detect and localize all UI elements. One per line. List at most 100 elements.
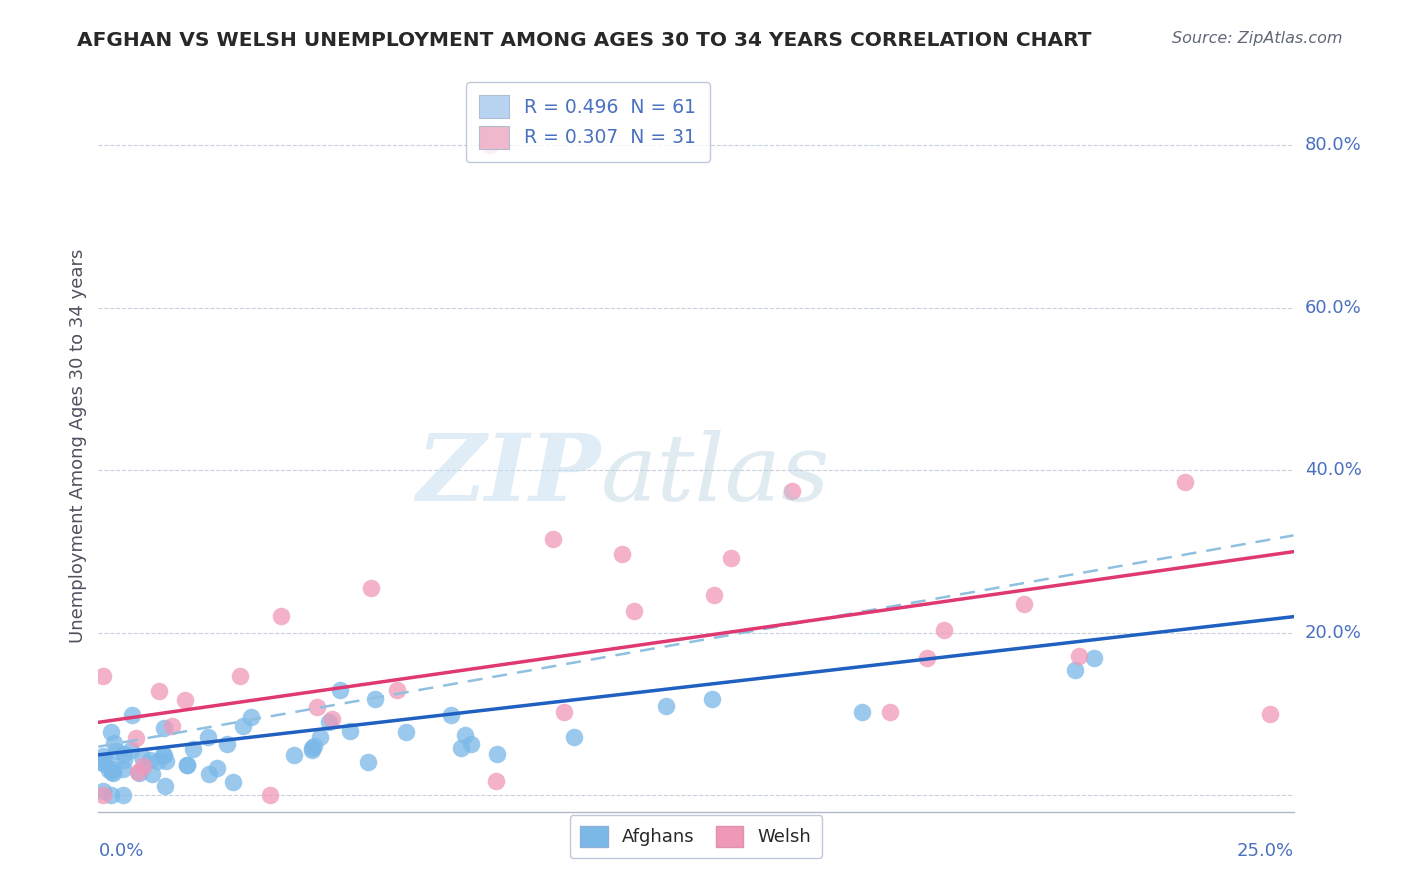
Point: [239, 710, 262, 724]
Point: [152, 747, 174, 762]
Point: [141, 767, 163, 781]
Point: [153, 721, 176, 735]
Point: [114, 753, 136, 767]
Point: [127, 765, 149, 780]
Point: [1174, 475, 1197, 489]
Point: [879, 705, 901, 719]
Text: 20.0%: 20.0%: [1305, 624, 1361, 642]
Point: [357, 755, 380, 769]
Point: [485, 773, 508, 788]
Point: [700, 692, 723, 706]
Text: 0.0%: 0.0%: [98, 842, 143, 860]
Point: [101, 762, 124, 776]
Point: [101, 765, 124, 780]
Point: [541, 533, 564, 547]
Point: [181, 741, 204, 756]
Point: [125, 731, 148, 745]
Point: [329, 683, 352, 698]
Point: [394, 725, 416, 739]
Point: [623, 604, 645, 618]
Point: [780, 483, 803, 498]
Point: [318, 714, 340, 729]
Point: [197, 730, 219, 744]
Point: [131, 750, 153, 764]
Point: [439, 707, 461, 722]
Text: 80.0%: 80.0%: [1305, 136, 1361, 154]
Point: [309, 730, 332, 744]
Point: [703, 588, 725, 602]
Legend: Afghans, Welsh: Afghans, Welsh: [569, 815, 823, 857]
Point: [612, 547, 634, 561]
Point: [360, 581, 382, 595]
Point: [91, 749, 114, 764]
Point: [553, 705, 575, 719]
Point: [94, 754, 117, 768]
Point: [100, 789, 122, 803]
Point: [1083, 651, 1105, 665]
Point: [176, 758, 198, 772]
Point: [655, 699, 678, 714]
Text: 40.0%: 40.0%: [1305, 461, 1361, 479]
Point: [160, 719, 183, 733]
Point: [155, 780, 177, 794]
Point: [479, 138, 502, 153]
Y-axis label: Unemployment Among Ages 30 to 34 years: Unemployment Among Ages 30 to 34 years: [69, 249, 87, 643]
Point: [91, 784, 114, 798]
Point: [460, 738, 482, 752]
Point: [1012, 597, 1035, 611]
Point: [851, 705, 873, 719]
Point: [454, 728, 477, 742]
Point: [153, 747, 176, 762]
Point: [215, 737, 238, 751]
Text: atlas: atlas: [600, 430, 830, 520]
Text: Source: ZipAtlas.com: Source: ZipAtlas.com: [1173, 31, 1343, 46]
Point: [339, 724, 361, 739]
Point: [283, 748, 305, 763]
Point: [91, 756, 114, 770]
Point: [139, 753, 162, 767]
Point: [364, 691, 387, 706]
Point: [562, 730, 585, 744]
Point: [112, 789, 135, 803]
Point: [450, 740, 472, 755]
Text: 25.0%: 25.0%: [1236, 842, 1294, 860]
Point: [91, 789, 114, 803]
Point: [301, 740, 323, 755]
Point: [146, 754, 169, 768]
Text: 60.0%: 60.0%: [1305, 299, 1361, 317]
Text: AFGHAN VS WELSH UNEMPLOYMENT AMONG AGES 30 TO 34 YEARS CORRELATION CHART: AFGHAN VS WELSH UNEMPLOYMENT AMONG AGES …: [77, 31, 1092, 50]
Point: [121, 708, 143, 723]
Point: [132, 759, 155, 773]
Point: [148, 684, 170, 698]
Point: [307, 699, 329, 714]
Point: [321, 712, 343, 726]
Point: [932, 624, 955, 638]
Text: ZIP: ZIP: [416, 430, 600, 520]
Point: [128, 766, 150, 780]
Point: [176, 758, 198, 772]
Point: [114, 747, 136, 762]
Point: [301, 742, 323, 756]
Point: [103, 736, 125, 750]
Point: [112, 762, 135, 776]
Point: [104, 744, 127, 758]
Point: [222, 775, 245, 789]
Point: [91, 756, 114, 771]
Point: [228, 669, 250, 683]
Point: [91, 669, 114, 683]
Point: [1063, 663, 1085, 677]
Point: [155, 754, 177, 768]
Point: [259, 789, 281, 803]
Point: [270, 608, 292, 623]
Point: [485, 747, 508, 762]
Point: [197, 767, 219, 781]
Point: [720, 551, 742, 566]
Point: [304, 739, 326, 753]
Point: [1067, 648, 1090, 663]
Point: [98, 763, 121, 777]
Point: [205, 761, 228, 775]
Point: [101, 766, 124, 780]
Point: [232, 719, 254, 733]
Point: [385, 683, 408, 698]
Point: [100, 724, 122, 739]
